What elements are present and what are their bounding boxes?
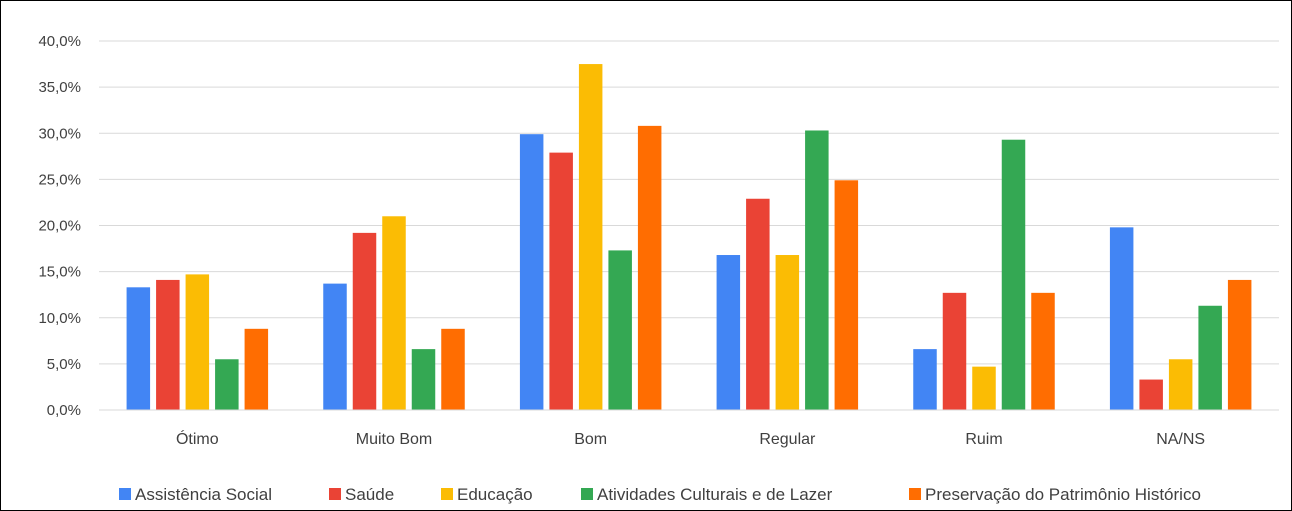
bar — [519, 134, 544, 411]
bar — [411, 349, 436, 410]
y-tick-label: 35,0% — [38, 79, 81, 96]
bar — [1168, 359, 1193, 410]
legend-swatch — [329, 488, 341, 500]
y-tick-label: 10,0% — [38, 310, 81, 327]
legend: Assistência Social Saúde Educação Atividade… — [119, 485, 1201, 504]
x-axis-categories: Ótimo Muito Bom Bom Regular Ruim NA/NS — [176, 429, 1205, 448]
legend-label: Educação — [457, 485, 533, 504]
bar — [1109, 227, 1134, 410]
bar — [716, 255, 741, 410]
x-category-label: Muito Bom — [356, 431, 432, 448]
legend-label: Assistência Social — [135, 485, 272, 504]
y-tick-label: 30,0% — [38, 125, 81, 142]
y-tick-label: 0,0% — [47, 402, 81, 419]
bar — [244, 328, 269, 410]
y-tick-label: 5,0% — [47, 356, 81, 373]
bar — [441, 328, 465, 410]
bar — [746, 198, 770, 410]
bar — [215, 359, 239, 410]
bar — [352, 232, 377, 410]
y-tick-label: 15,0% — [38, 264, 81, 281]
bar — [323, 283, 347, 410]
bar — [834, 180, 859, 410]
legend-label: Atividades Culturais e de Lazer — [597, 485, 833, 504]
x-category-label: Regular — [759, 431, 816, 448]
bar — [1001, 139, 1026, 410]
bar — [382, 216, 406, 410]
legend-swatch — [441, 488, 453, 500]
bar — [578, 64, 603, 410]
y-tick-label: 20,0% — [38, 218, 81, 235]
legend-label: Saúde — [345, 485, 394, 504]
x-category-label: NA/NS — [1156, 431, 1205, 448]
x-category-label: Ótimo — [176, 429, 219, 448]
bar — [805, 130, 829, 411]
legend-swatch — [909, 488, 921, 500]
bar — [156, 279, 180, 410]
x-category-label: Bom — [574, 431, 607, 448]
bar — [972, 366, 996, 410]
x-category-label: Ruim — [965, 431, 1002, 448]
bar — [637, 125, 662, 411]
legend-label: Preservação do Patrimônio Histórico — [925, 485, 1201, 504]
bar — [1139, 379, 1163, 410]
y-tick-label: 40,0% — [38, 33, 81, 50]
bar — [775, 255, 800, 410]
bar — [942, 292, 967, 410]
legend-swatch — [119, 488, 131, 500]
y-axis-ticks: 0,0% 5,0% 10,0% 15,0% 20,0% 25,0% 30,0% 35,0% 40… — [38, 33, 81, 419]
bar — [1198, 305, 1222, 410]
bar — [913, 349, 937, 410]
bar — [185, 274, 210, 410]
bars — [126, 64, 1252, 411]
legend-swatch — [581, 488, 593, 500]
gridlines — [99, 40, 1279, 365]
y-tick-label: 25,0% — [38, 171, 81, 188]
bar — [126, 287, 151, 410]
bar — [608, 250, 632, 410]
bar — [1031, 292, 1055, 410]
bar — [1227, 279, 1252, 410]
bar — [549, 152, 573, 410]
